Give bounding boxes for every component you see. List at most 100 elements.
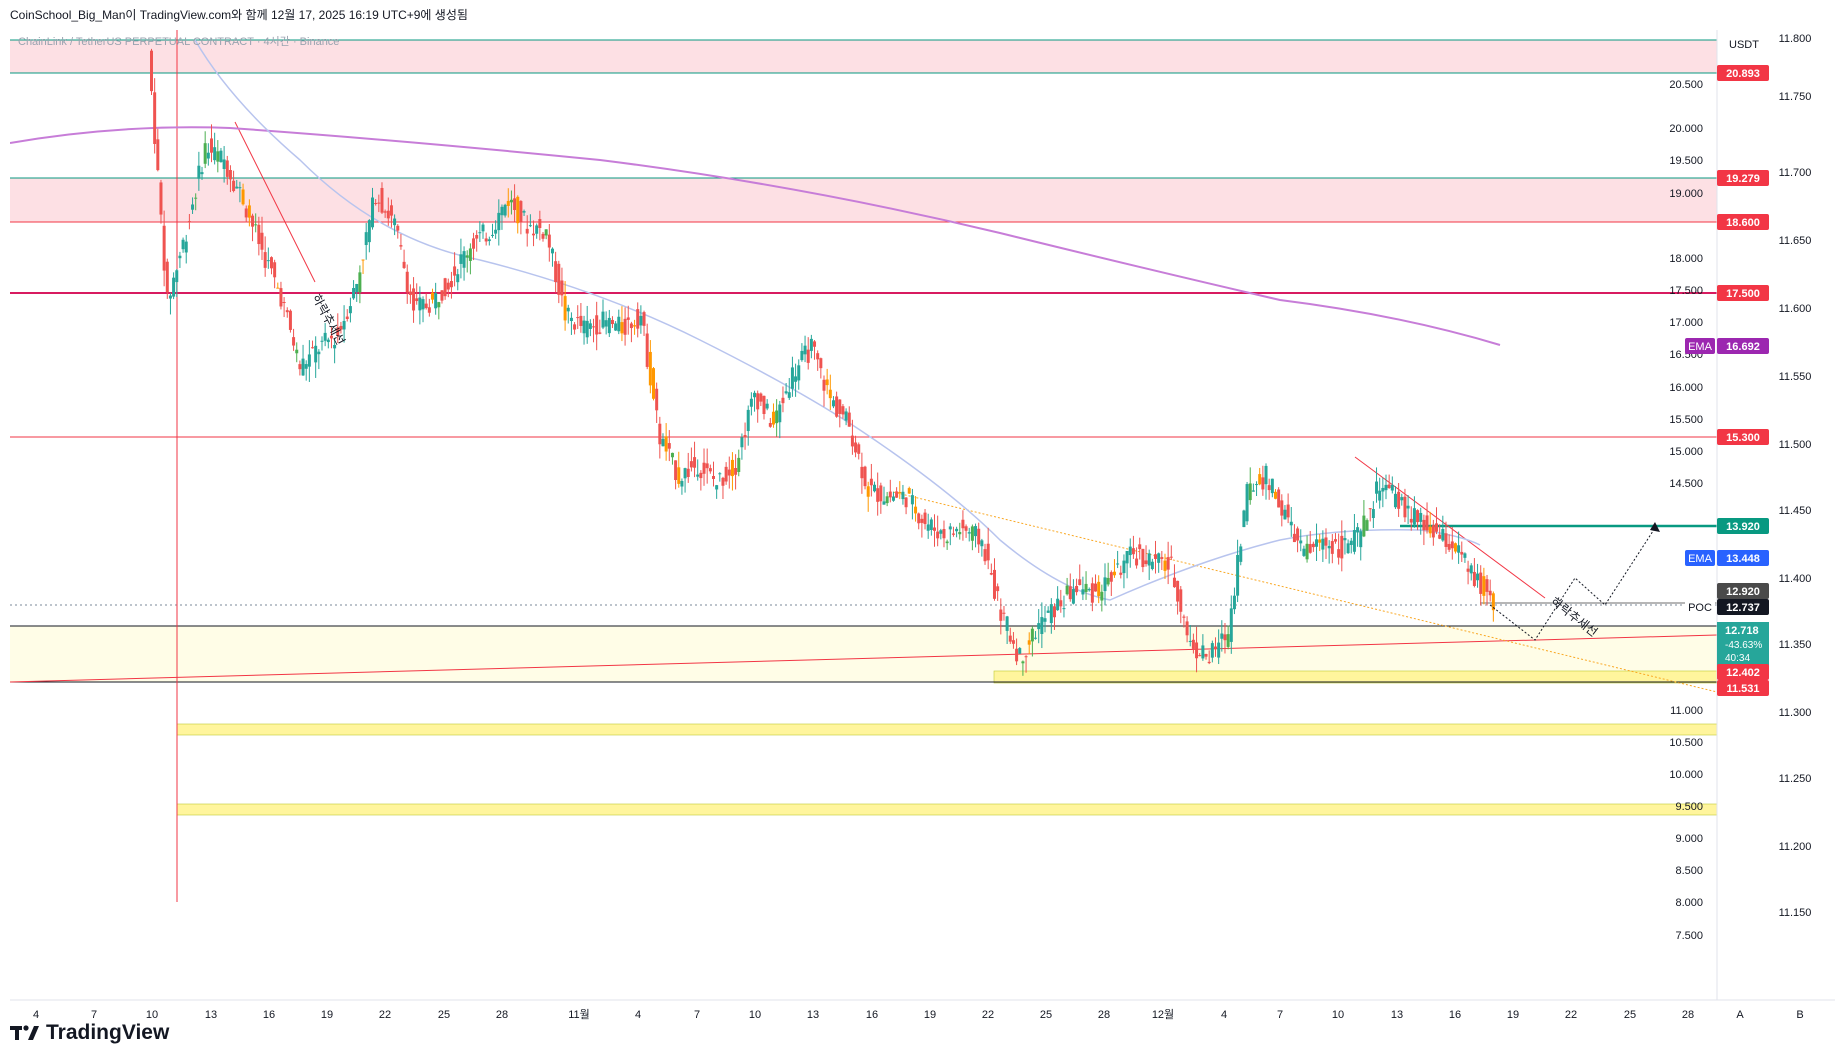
candle-body	[955, 528, 959, 532]
candle-body	[1270, 478, 1274, 494]
candle-body	[661, 438, 665, 447]
candle-body	[610, 319, 614, 325]
candle-body	[295, 349, 299, 354]
candle-body	[1207, 661, 1211, 664]
candle-body	[1229, 608, 1233, 642]
candle-body	[863, 466, 867, 487]
candle-body	[232, 180, 236, 191]
candle-body	[446, 282, 450, 290]
candle-body	[822, 379, 826, 391]
right-axis-tick: 11.650	[1779, 235, 1812, 247]
candle-body	[670, 452, 674, 458]
candle-body	[541, 233, 545, 239]
candle-body	[1144, 560, 1148, 565]
price-tag-bg	[1717, 680, 1769, 696]
candle-body	[828, 389, 832, 399]
candle-body	[468, 248, 472, 261]
candle-body	[1204, 653, 1208, 657]
candle-body	[667, 443, 671, 449]
candle-body	[1147, 553, 1151, 566]
candle-body	[203, 143, 207, 164]
candle-body	[1412, 508, 1416, 525]
candle-body	[165, 261, 169, 293]
candle-body	[153, 92, 157, 144]
price-tag-label: 16.692	[1726, 341, 1760, 353]
candle-body	[1021, 661, 1025, 664]
candle-body	[1416, 510, 1420, 523]
candle-body	[465, 255, 469, 258]
candle-body	[1125, 550, 1129, 564]
candle-body	[1346, 543, 1350, 554]
candle-body	[535, 225, 539, 234]
candle-body	[405, 271, 409, 293]
candle-body	[601, 311, 605, 328]
candle-body	[677, 467, 681, 484]
x-axis-tick: 16	[866, 1009, 878, 1020]
price-tag-label: 19.279	[1726, 173, 1760, 185]
candle-body	[1198, 655, 1202, 657]
price-tag-label: 15.300	[1726, 432, 1760, 444]
candle-body	[1037, 623, 1041, 630]
candle-body	[266, 260, 270, 262]
downtrend-line-right	[1354, 456, 1546, 599]
price-tag-prefix-bg	[1685, 550, 1715, 566]
brand-name: TradingView	[46, 1021, 170, 1044]
left-axis-tick: 19.500	[1669, 155, 1703, 167]
candle-body	[1308, 544, 1312, 553]
candle-body	[1094, 583, 1098, 592]
x-axis-tick: 16	[263, 1009, 275, 1020]
candle-body	[711, 475, 715, 479]
candle-body	[1052, 606, 1056, 618]
candle-body	[475, 235, 479, 239]
candle-body	[825, 379, 829, 386]
left-axis-tick: 7.500	[1675, 930, 1703, 942]
candle-body	[888, 491, 892, 498]
candle-body	[371, 197, 375, 228]
candle-body	[1078, 579, 1082, 586]
candle-body	[936, 531, 940, 539]
candle-body	[487, 239, 491, 242]
candle-body	[771, 411, 775, 425]
candle-body	[1469, 565, 1473, 574]
candle-body	[617, 316, 621, 332]
candle-body	[683, 468, 687, 479]
candle-body	[629, 323, 633, 329]
candle-body	[1428, 526, 1432, 534]
right-axis-tick: 11.800	[1779, 33, 1812, 45]
candle-body	[484, 238, 488, 242]
left-axis-tick: 14.500	[1669, 478, 1703, 490]
candle-body	[399, 245, 403, 247]
candle-body	[516, 196, 520, 224]
price-tag-extra: -43.63%	[1725, 640, 1762, 651]
candle-body	[424, 303, 428, 309]
candle-body	[838, 399, 842, 414]
candle-body	[1239, 546, 1243, 562]
candle-body	[292, 337, 296, 346]
candle-body	[1409, 518, 1413, 523]
candle-body	[1393, 493, 1397, 508]
candle-body	[891, 496, 895, 501]
candle-body	[276, 287, 280, 289]
candle-body	[519, 201, 523, 222]
price-tag-bg	[1717, 338, 1769, 354]
price-chart[interactable]: 하락추세선 하락추세선 ChainLink / TetherUS PERPETU…	[0, 0, 1835, 1020]
candle-body	[1157, 553, 1161, 563]
price-tag-label: 13.920	[1726, 521, 1760, 533]
candle-body	[633, 325, 637, 327]
x-axis-button[interactable]: A	[1736, 1009, 1744, 1020]
candles-group	[150, 48, 1495, 676]
candle-body	[1466, 568, 1470, 572]
candle-body	[1488, 590, 1492, 596]
candle-body	[1289, 521, 1293, 526]
x-axis-tick: 13	[205, 1009, 217, 1020]
x-axis-tick: 13	[1391, 1009, 1403, 1020]
candle-body	[1188, 640, 1192, 642]
candle-body	[1236, 554, 1240, 596]
candle-body	[415, 298, 419, 302]
price-tag-bg	[1717, 583, 1769, 599]
candle-body	[1365, 520, 1369, 531]
x-axis-button[interactable]: B	[1796, 1009, 1803, 1020]
x-axis-tick: 19	[321, 1009, 333, 1020]
candle-body	[588, 323, 592, 329]
candle-body	[427, 307, 431, 313]
